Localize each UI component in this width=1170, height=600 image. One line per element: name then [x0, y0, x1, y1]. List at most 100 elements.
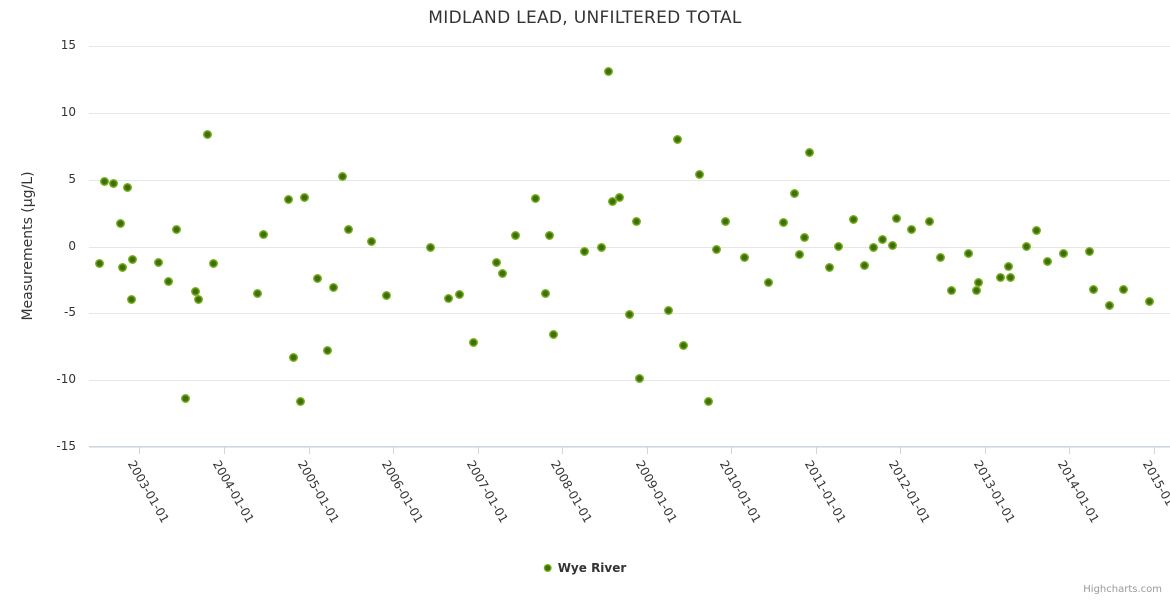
data-point[interactable] — [1021, 242, 1031, 251]
data-point[interactable] — [860, 260, 870, 270]
data-point[interactable] — [664, 306, 674, 316]
data-point[interactable] — [498, 268, 508, 278]
data-point[interactable] — [906, 224, 916, 234]
data-point[interactable] — [544, 231, 554, 241]
data-point[interactable] — [153, 258, 163, 268]
x-axis-tick-label: 2003-01-01 — [125, 458, 173, 526]
data-point[interactable] — [531, 193, 541, 203]
data-point[interactable] — [288, 352, 298, 362]
data-point[interactable] — [763, 278, 773, 288]
data-point[interactable] — [329, 283, 339, 293]
x-axis-tick — [562, 447, 564, 454]
data-point[interactable] — [1089, 284, 1099, 294]
data-point[interactable] — [337, 172, 347, 182]
data-point[interactable] — [1145, 296, 1155, 306]
data-point[interactable] — [123, 183, 133, 193]
data-point[interactable] — [163, 276, 173, 286]
data-point[interactable] — [455, 290, 465, 300]
data-point[interactable] — [118, 263, 128, 273]
data-point[interactable] — [312, 274, 322, 284]
highcharts-credit-link[interactable]: Highcharts.com — [1083, 584, 1162, 595]
data-point[interactable] — [253, 288, 263, 298]
data-point[interactable] — [964, 248, 974, 258]
data-point[interactable] — [190, 287, 200, 297]
data-point[interactable] — [1042, 256, 1052, 266]
data-point[interactable] — [1031, 225, 1041, 235]
data-point[interactable] — [194, 295, 204, 305]
x-axis-tick — [1069, 447, 1071, 454]
data-point[interactable] — [468, 338, 478, 348]
data-point[interactable] — [1005, 272, 1015, 282]
data-point[interactable] — [108, 179, 118, 189]
data-point[interactable] — [635, 374, 645, 384]
data-point[interactable] — [172, 224, 182, 234]
legend-item-wye-river[interactable]: Wye River — [543, 561, 626, 575]
data-point[interactable] — [299, 192, 309, 202]
data-point[interactable] — [974, 278, 984, 288]
x-axis-tick — [393, 447, 395, 454]
data-point[interactable] — [608, 196, 618, 206]
data-point[interactable] — [878, 235, 888, 245]
data-point[interactable] — [720, 216, 730, 226]
x-axis-tick — [900, 447, 902, 454]
data-point[interactable] — [259, 229, 269, 239]
data-point[interactable] — [180, 394, 190, 404]
data-point[interactable] — [672, 135, 682, 145]
data-point[interactable] — [1104, 300, 1114, 310]
data-point[interactable] — [625, 310, 635, 320]
data-point[interactable] — [805, 148, 815, 158]
data-point[interactable] — [995, 272, 1005, 282]
x-axis-tick-label: 2011-01-01 — [801, 458, 849, 526]
data-point[interactable] — [381, 291, 391, 301]
data-point[interactable] — [343, 224, 353, 234]
y-axis-tick-label: 15 — [60, 38, 76, 52]
data-point[interactable] — [100, 176, 110, 186]
data-point[interactable] — [283, 195, 293, 205]
data-point[interactable] — [511, 231, 521, 241]
data-point[interactable] — [888, 240, 898, 250]
data-point[interactable] — [1004, 262, 1014, 272]
data-point[interactable] — [209, 259, 219, 269]
data-point[interactable] — [740, 252, 750, 262]
data-point[interactable] — [295, 397, 305, 407]
data-point[interactable] — [604, 66, 614, 76]
data-point[interactable] — [695, 169, 705, 179]
data-point[interactable] — [892, 213, 902, 223]
data-point[interactable] — [946, 286, 956, 296]
data-point[interactable] — [678, 340, 688, 350]
data-point[interactable] — [425, 243, 435, 253]
data-point[interactable] — [615, 192, 625, 202]
data-point[interactable] — [1119, 284, 1128, 294]
data-point[interactable] — [579, 247, 589, 257]
data-point[interactable] — [128, 255, 138, 265]
data-point[interactable] — [1085, 247, 1095, 257]
data-point[interactable] — [444, 294, 454, 304]
y-gridline — [89, 447, 1170, 448]
data-point[interactable] — [95, 259, 105, 269]
data-point[interactable] — [824, 263, 834, 273]
data-point[interactable] — [868, 243, 878, 253]
data-point[interactable] — [549, 330, 559, 340]
data-point[interactable] — [834, 242, 844, 251]
data-point[interactable] — [1058, 248, 1068, 258]
data-point[interactable] — [849, 215, 859, 225]
data-point[interactable] — [203, 129, 213, 139]
data-point[interactable] — [632, 216, 642, 226]
data-point[interactable] — [115, 219, 125, 229]
data-point[interactable] — [703, 397, 713, 407]
data-point[interactable] — [971, 286, 981, 296]
data-point[interactable] — [323, 346, 333, 356]
data-point[interactable] — [795, 250, 805, 260]
data-point[interactable] — [800, 232, 810, 242]
data-point[interactable] — [790, 188, 800, 198]
data-point[interactable] — [491, 258, 501, 268]
data-point[interactable] — [779, 217, 789, 227]
data-point[interactable] — [936, 252, 946, 262]
data-point[interactable] — [540, 288, 550, 298]
x-axis-tick-label: 2004-01-01 — [209, 458, 257, 526]
data-point[interactable] — [126, 295, 136, 305]
data-point[interactable] — [924, 216, 934, 226]
data-point[interactable] — [712, 244, 722, 254]
data-point[interactable] — [366, 236, 376, 246]
data-point[interactable] — [596, 243, 606, 253]
